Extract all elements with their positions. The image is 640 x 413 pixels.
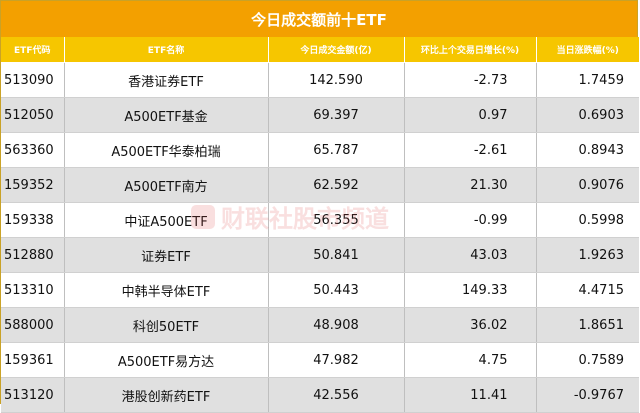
cell-name: 中韩半导体ETF	[64, 272, 269, 308]
cell-amount: 50.443	[268, 272, 405, 308]
cell-code: 513310	[1, 272, 65, 308]
table-row: 513120 港股创新药ETF 42.556 11.41 -0.9767	[1, 377, 639, 413]
cell-name: A500ETF南方	[64, 167, 269, 203]
table-row: 588000 科创50ETF 48.908 36.02 1.8651	[1, 307, 639, 343]
table-row: 512880 证券ETF 50.841 43.03 1.9263	[1, 237, 639, 273]
cell-name: A500ETF华泰柏瑞	[64, 132, 269, 168]
cell-code: 513090	[1, 62, 65, 98]
table-row: 513310 中韩半导体ETF 50.443 149.33 4.4715	[1, 272, 639, 308]
cell-code: 159361	[1, 342, 65, 378]
cell-change: 0.5998	[536, 202, 639, 238]
cell-change: 0.7589	[536, 342, 639, 378]
cell-ratio: -0.99	[404, 202, 537, 238]
cell-change: 0.9076	[536, 167, 639, 203]
table-row: 513090 香港证券ETF 142.590 -2.73 1.7459	[1, 62, 639, 98]
table-row: 563360 A500ETF华泰柏瑞 65.787 -2.61 0.8943	[1, 132, 639, 168]
cell-amount: 56.355	[268, 202, 405, 238]
cell-code: 512050	[1, 97, 65, 133]
cell-change: 1.9263	[536, 237, 639, 273]
cell-amount: 62.592	[268, 167, 405, 203]
cell-change: 0.6903	[536, 97, 639, 133]
cell-amount: 142.590	[268, 62, 405, 98]
cell-code: 588000	[1, 307, 65, 343]
cell-ratio: 43.03	[404, 237, 537, 273]
cell-ratio: -2.73	[404, 62, 537, 98]
cell-code: 512880	[1, 237, 65, 273]
table-row: 159338 中证A500ETF 56.355 -0.99 0.5998	[1, 202, 639, 238]
header-name: ETF名称	[64, 37, 269, 63]
cell-amount: 65.787	[268, 132, 405, 168]
cell-code: 159352	[1, 167, 65, 203]
table-row: 512050 A500ETF基金 69.397 0.97 0.6903	[1, 97, 639, 133]
etf-table: ETF代码 ETF名称 今日成交金额(亿) 环比上个交易日增长(%) 当日涨跌幅…	[1, 37, 639, 413]
table-title: 今日成交额前十ETF	[1, 1, 637, 38]
cell-amount: 48.908	[268, 307, 405, 343]
header-change: 当日涨跌幅(%)	[536, 37, 639, 63]
table-row: 159361 A500ETF易方达 47.982 4.75 0.7589	[1, 342, 639, 378]
header-ratio: 环比上个交易日增长(%)	[404, 37, 537, 63]
cell-code: 159338	[1, 202, 65, 238]
cell-change: 1.7459	[536, 62, 639, 98]
header-amount: 今日成交金额(亿)	[268, 37, 405, 63]
cell-name: 科创50ETF	[64, 307, 269, 343]
cell-amount: 42.556	[268, 377, 405, 413]
cell-amount: 69.397	[268, 97, 405, 133]
cell-ratio: 11.41	[404, 377, 537, 413]
cell-code: 513120	[1, 377, 65, 413]
header-row: ETF代码 ETF名称 今日成交金额(亿) 环比上个交易日增长(%) 当日涨跌幅…	[1, 37, 639, 63]
cell-ratio: 0.97	[404, 97, 537, 133]
table-row: 159352 A500ETF南方 62.592 21.30 0.9076	[1, 167, 639, 203]
cell-ratio: 21.30	[404, 167, 537, 203]
cell-name: 港股创新药ETF	[64, 377, 269, 413]
cell-name: A500ETF基金	[64, 97, 269, 133]
cell-ratio: -2.61	[404, 132, 537, 168]
cell-change: 1.8651	[536, 307, 639, 343]
cell-ratio: 36.02	[404, 307, 537, 343]
header-code: ETF代码	[1, 37, 65, 63]
cell-ratio: 4.75	[404, 342, 537, 378]
cell-change: 4.4715	[536, 272, 639, 308]
cell-name: 证券ETF	[64, 237, 269, 273]
cell-name: 中证A500ETF	[64, 202, 269, 238]
cell-ratio: 149.33	[404, 272, 537, 308]
cell-change: -0.9767	[536, 377, 639, 413]
cell-amount: 50.841	[268, 237, 405, 273]
cell-name: A500ETF易方达	[64, 342, 269, 378]
cell-name: 香港证券ETF	[64, 62, 269, 98]
cell-code: 563360	[1, 132, 65, 168]
cell-amount: 47.982	[268, 342, 405, 378]
cell-change: 0.8943	[536, 132, 639, 168]
